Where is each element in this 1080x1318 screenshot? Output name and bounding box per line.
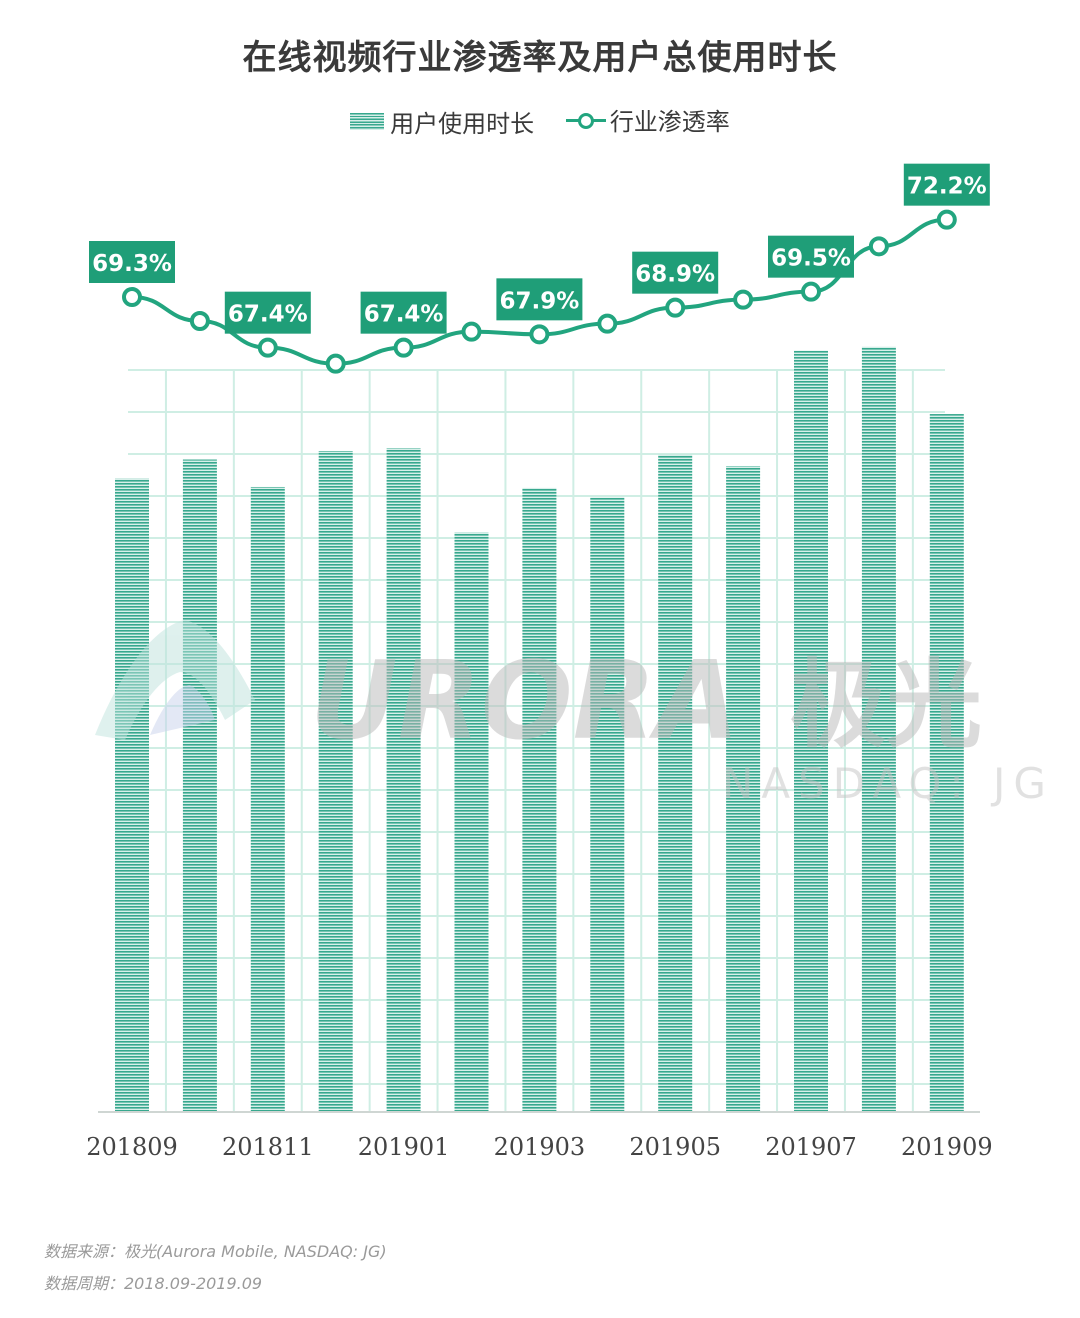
data-label-box — [360, 291, 447, 334]
line-point — [597, 313, 618, 334]
legend-line-label: 行业渗透率 — [609, 108, 730, 136]
x-tick-labels: 201809 201811 201901 201903 201905 201907 2019… — [86, 1133, 992, 1161]
data-label-box — [224, 291, 311, 334]
line-point — [257, 337, 278, 358]
watermark-logo-text: URORA — [310, 639, 739, 764]
line-point — [189, 311, 210, 331]
line-marker-icon — [565, 110, 606, 130]
x-tick-label: 201905 — [629, 1133, 721, 1161]
bar — [318, 450, 353, 1112]
bar — [590, 497, 625, 1113]
watermark-logo-cn: 极光 — [790, 649, 982, 761]
chart-title: 在线视频行业渗透率及用户总使用时长 — [242, 38, 838, 78]
data-label-box — [768, 235, 854, 278]
line-point — [733, 289, 754, 310]
line-point — [936, 209, 957, 230]
data-label: 69.5% — [771, 246, 851, 272]
data-label: 69.3% — [92, 251, 172, 277]
watermark: URORA 极光 NASDAQ: JG — [95, 620, 1054, 808]
watermark-sub: NASDAQ: JG — [722, 759, 1054, 808]
bar — [658, 454, 693, 1113]
x-tick-label: 201907 — [765, 1133, 857, 1161]
data-label-box — [903, 163, 990, 206]
data-label-box — [632, 251, 719, 294]
bar — [726, 466, 761, 1112]
data-label: 67.9% — [500, 288, 580, 314]
bar — [182, 459, 217, 1113]
bar — [115, 478, 149, 1112]
footer-source: 数据来源：极光(Aurora Mobile, NASDAQ: JG) — [44, 1242, 387, 1261]
x-tick-label: 201811 — [222, 1133, 314, 1161]
data-label: 67.4% — [364, 302, 444, 328]
data-label: 68.9% — [635, 262, 715, 288]
line-point — [801, 281, 821, 302]
x-tick-label: 201909 — [901, 1133, 993, 1161]
bar-series — [115, 346, 964, 1113]
line-point — [529, 324, 550, 345]
legend: 用户使用时长 行业渗透率 — [0, 102, 1080, 139]
bar — [250, 486, 285, 1113]
aurora-logo-icon — [95, 620, 255, 740]
bar — [522, 487, 557, 1112]
bar — [929, 414, 964, 1112]
data-label-box — [89, 241, 175, 283]
line-point — [665, 297, 686, 318]
line-point — [325, 353, 346, 374]
x-tick-label: 201809 — [86, 1133, 178, 1161]
bar — [861, 346, 896, 1113]
data-label-box — [496, 278, 583, 321]
bar — [794, 350, 828, 1112]
x-tick-label: 201901 — [358, 1133, 450, 1161]
footer-period: 数据周期：2018.09-2019.09 — [44, 1274, 263, 1293]
line-point — [393, 337, 414, 358]
data-label: 67.4% — [228, 302, 308, 328]
bar — [386, 448, 421, 1112]
legend-item-bars: 用户使用时长 — [350, 104, 534, 139]
bar — [454, 532, 489, 1112]
line-point — [461, 321, 482, 342]
x-tick-label: 201903 — [494, 1133, 586, 1161]
data-label: 72.2% — [907, 174, 987, 200]
line-point — [122, 287, 142, 307]
bar-swatch-icon — [350, 112, 385, 130]
legend-bar-label: 用户使用时长 — [390, 109, 535, 138]
line-series: 69.3% 67.4% 67.4% 67.9% 68.9% 69.5% 72.2% — [89, 163, 990, 374]
line-point — [868, 236, 889, 257]
legend-item-line: 行业渗透率 — [565, 102, 730, 137]
